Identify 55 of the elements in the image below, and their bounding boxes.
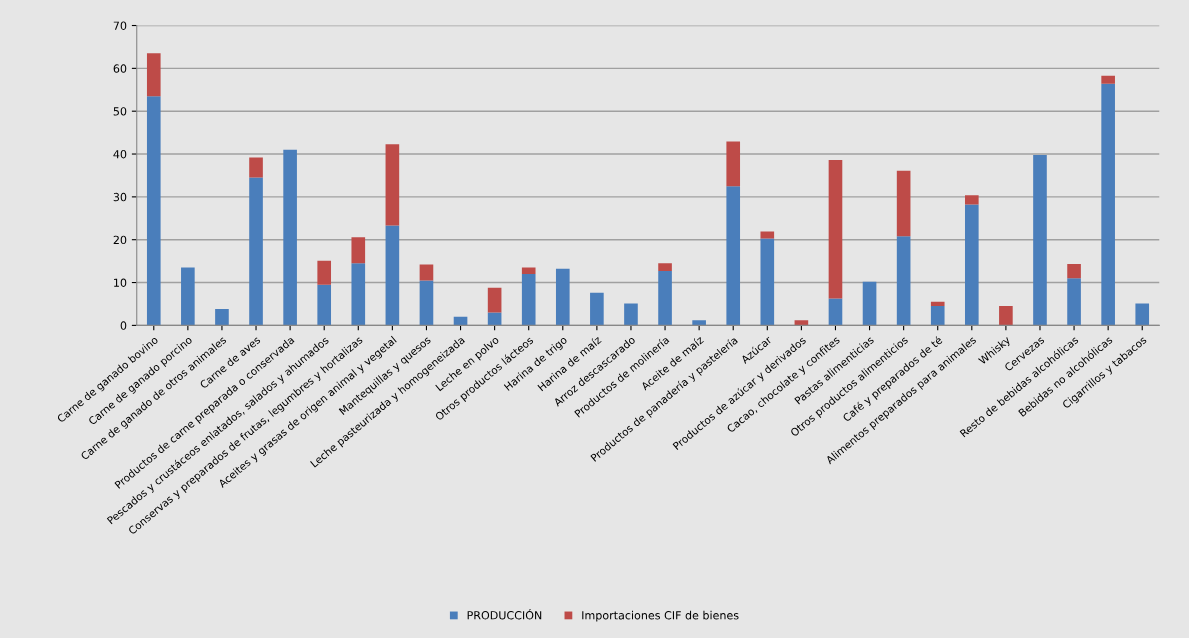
bar	[726, 141, 741, 187]
bar	[692, 320, 706, 326]
bar	[181, 267, 195, 326]
bar	[419, 264, 434, 281]
y-tick-label: 10	[114, 278, 127, 287]
bar	[419, 280, 434, 326]
y-tick-label: 20	[113, 235, 127, 245]
bar	[555, 268, 570, 326]
bar	[351, 263, 366, 326]
y-tick-label: 60	[113, 64, 127, 73]
bar	[146, 53, 161, 97]
legend-label: PRODUCCIÓN	[467, 609, 542, 620]
y-tick-label: 70	[113, 21, 127, 30]
bar	[930, 301, 945, 307]
bar	[249, 177, 263, 326]
bar	[658, 270, 672, 326]
bar	[146, 96, 161, 326]
bar	[487, 287, 502, 313]
bar	[215, 309, 229, 326]
bar	[964, 195, 979, 205]
bar	[964, 204, 979, 326]
bar	[1101, 83, 1115, 326]
y-tick-label: 0	[120, 321, 127, 330]
y-tick-label: 30	[113, 192, 127, 202]
bar	[828, 298, 843, 326]
bar	[1033, 154, 1047, 326]
bar	[760, 238, 775, 326]
bar	[283, 149, 297, 326]
bar	[249, 157, 263, 178]
bar	[385, 144, 400, 226]
y-tick-label: 40	[113, 150, 127, 159]
bar	[521, 273, 536, 326]
bar	[726, 186, 741, 326]
bar	[351, 237, 366, 264]
bar	[1067, 278, 1081, 326]
y-tick-label: 50	[113, 107, 127, 116]
bar	[658, 263, 672, 271]
bar	[624, 303, 638, 326]
bar	[760, 231, 775, 239]
bar	[794, 320, 809, 326]
legend-label: Importaciones CIF de bienes	[582, 610, 739, 622]
bar	[999, 306, 1013, 326]
bar	[317, 284, 332, 326]
bar	[862, 281, 877, 326]
bar	[896, 236, 911, 326]
bar	[896, 170, 911, 237]
bar	[385, 225, 400, 326]
bar	[317, 260, 332, 285]
bar	[1101, 75, 1115, 84]
bar	[521, 267, 536, 274]
bar	[828, 160, 843, 299]
bar	[590, 292, 604, 326]
bar	[1135, 303, 1150, 326]
bar	[1067, 264, 1081, 279]
bar	[930, 306, 945, 326]
